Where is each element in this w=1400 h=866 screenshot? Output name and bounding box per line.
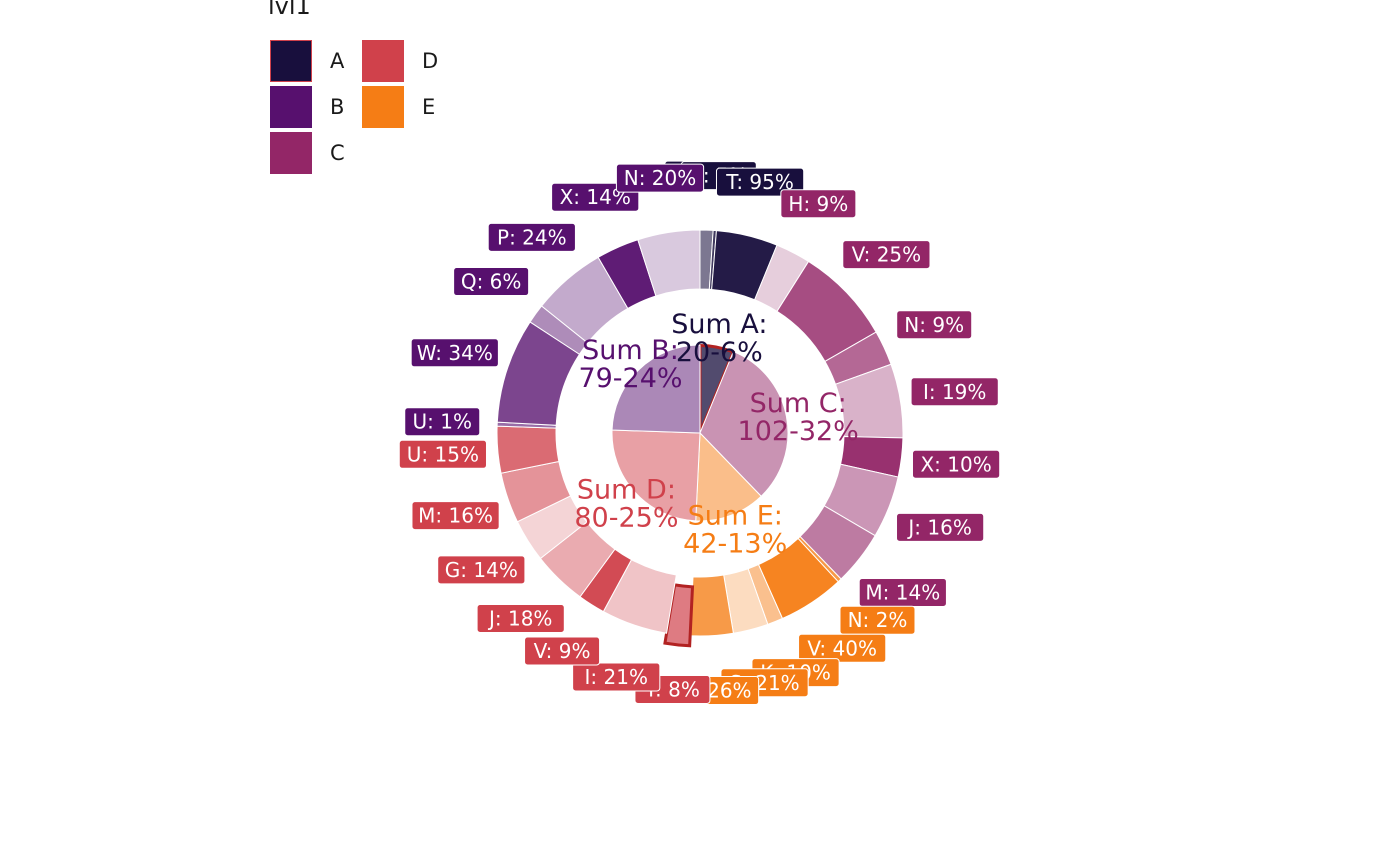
svg-text:G: 14%: G: 14%: [445, 558, 518, 582]
outer-label: N: 2%: [839, 605, 916, 635]
outer-label: G: 14%: [437, 555, 526, 585]
svg-text:N: 9%: N: 9%: [904, 313, 964, 337]
outer-slice-labels: N: 20%K: 5%T: 95%H: 9%V: 25%N: 9%I: 19%X…: [398, 160, 1001, 706]
outer-slice: [637, 229, 701, 297]
svg-text:J: 16%: J: 16%: [906, 515, 971, 539]
outer-label: I: 19%: [910, 377, 999, 407]
legend-item-c: C: [270, 132, 345, 174]
svg-text:V: 25%: V: 25%: [852, 243, 922, 267]
inner-ring: [611, 343, 789, 522]
legend-label: B: [330, 95, 345, 119]
svg-text:U: 15%: U: 15%: [407, 442, 479, 466]
outer-label: U: 1%: [404, 407, 481, 437]
outer-label: Q: 6%: [453, 267, 530, 297]
legend-swatch: [270, 40, 312, 82]
outer-label: J: 18%: [476, 604, 565, 634]
outer-label: V: 25%: [842, 240, 931, 270]
outer-label: I: 21%: [572, 662, 661, 692]
inner-slice-d: [611, 429, 701, 522]
outer-label: N: 9%: [896, 310, 973, 340]
legend-label: C: [330, 141, 345, 165]
legend-item-e: E: [362, 86, 435, 128]
svg-text:I: 21%: I: 21%: [585, 665, 648, 689]
outer-label: V: 9%: [524, 636, 601, 666]
legend-item-b: B: [270, 86, 344, 128]
outer-label: M: 16%: [411, 501, 500, 531]
legend-label: A: [330, 49, 345, 73]
outer-label: N: 20%: [615, 163, 705, 193]
legend-swatch: [270, 132, 312, 174]
svg-text:P: 24%: P: 24%: [497, 225, 567, 249]
legend-item-a: A: [270, 40, 344, 82]
outer-label: V: 40%: [798, 633, 887, 663]
svg-text:N: 20%: N: 20%: [624, 166, 697, 190]
inner-label-d: Sum D: 80-25%: [574, 475, 678, 534]
svg-text:X: 10%: X: 10%: [920, 452, 991, 476]
inner-label-a: Sum A: 20-6%: [671, 309, 767, 368]
outer-label: P: 24%: [487, 222, 576, 252]
inner-label-e: Sum E: 42-13%: [683, 501, 787, 560]
svg-text:V: 9%: V: 9%: [534, 639, 591, 663]
outer-label: X: 10%: [911, 449, 1001, 479]
inner-slice-e: [695, 431, 762, 522]
svg-text:Q: 6%: Q: 6%: [461, 270, 522, 294]
svg-text:I: 19%: I: 19%: [923, 380, 986, 404]
svg-text:J: 18%: J: 18%: [487, 607, 552, 631]
inner-label-b: Sum B: 79-24%: [578, 335, 682, 394]
svg-text:M: 16%: M: 16%: [418, 504, 493, 528]
svg-text:V: 40%: V: 40%: [807, 636, 877, 660]
outer-label: W: 34%: [410, 338, 499, 368]
svg-text:U: 1%: U: 1%: [413, 410, 472, 434]
inner-slice-b: [611, 344, 701, 434]
outer-label: J: 16%: [896, 512, 985, 542]
outer-ring: [496, 229, 904, 648]
outer-label: U: 15%: [398, 439, 487, 469]
outer-slice: [689, 574, 734, 637]
legend-item-d: D: [362, 40, 438, 82]
inner-slice-c: [699, 350, 789, 497]
svg-text:M: 14%: M: 14%: [865, 580, 940, 604]
legend-title: lvl1: [268, 0, 311, 20]
legend-label: D: [422, 49, 439, 73]
outer-label: H: 9%: [780, 189, 857, 219]
legend-swatch: [362, 40, 404, 82]
svg-text:W: 34%: W: 34%: [417, 341, 493, 365]
svg-text:N: 2%: N: 2%: [848, 608, 908, 632]
inner-label-c: Sum C: 102-32%: [738, 388, 859, 447]
svg-text:H: 9%: H: 9%: [788, 192, 848, 216]
legend-swatch: [362, 86, 404, 128]
legend-swatch: [270, 86, 312, 128]
legend-label: E: [422, 95, 436, 119]
outer-label: M: 14%: [858, 577, 947, 607]
inner-sum-labels: Sum A: 20-6%Sum C: 102-32%Sum E: 42-13%Sum …: [574, 309, 858, 560]
